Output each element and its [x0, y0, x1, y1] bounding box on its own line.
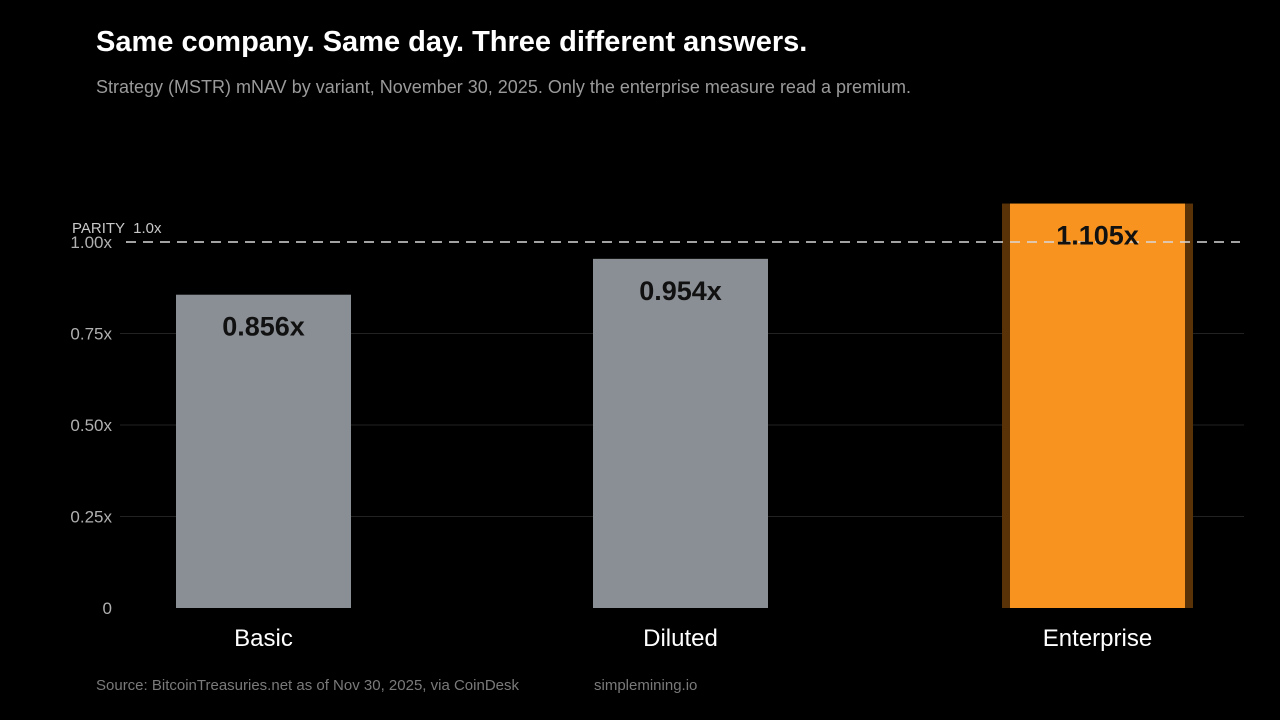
data-label: 1.105x [1056, 221, 1139, 251]
y-tick-label: 0.50x [70, 416, 112, 435]
y-tick-label: 0.75x [70, 325, 112, 344]
chart-title: Same company. Same day. Three different … [96, 26, 808, 58]
bar-basic [176, 294, 351, 608]
data-label: 0.954x [639, 276, 722, 306]
x-axis-categories: Basic Diluted Enterprise [234, 625, 1152, 652]
y-tick-label: 0.25x [70, 508, 112, 527]
y-tick-label: 1.00x [70, 233, 112, 252]
category-label: Diluted [643, 625, 718, 652]
parity-label: PARITY 1.0x [72, 220, 162, 237]
data-label: 0.856x [222, 312, 305, 342]
chart-subtitle: Strategy (MSTR) mNAV by variant, Novembe… [96, 77, 911, 97]
bar-diluted [593, 258, 768, 608]
category-label: Enterprise [1043, 625, 1152, 652]
y-axis-ticks: 0 0.25x 0.50x 0.75x 1.00x [70, 233, 112, 618]
bars [176, 203, 1193, 608]
source-note: Source: BitcoinTreasuries.net as of Nov … [96, 677, 519, 694]
data-labels: 0.856x 0.954x 1.105x [222, 221, 1139, 342]
y-tick-label: 0 [103, 599, 112, 618]
category-label: Basic [234, 625, 293, 652]
bar-enterprise [1010, 203, 1185, 608]
brand-note: simplemining.io [594, 677, 698, 694]
parity-reference: PARITY 1.0x [72, 220, 1240, 243]
